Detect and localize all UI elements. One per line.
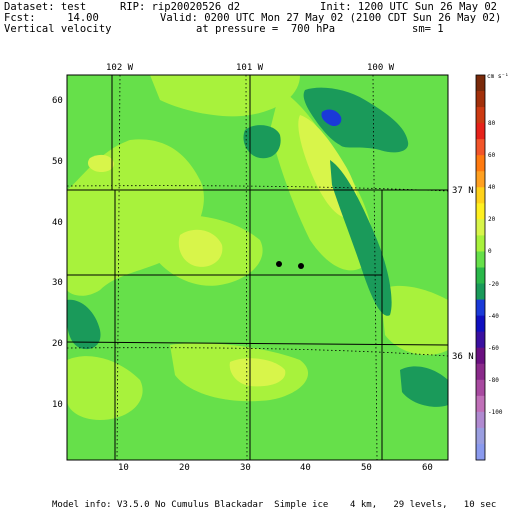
- contour-light-green-east: [380, 285, 448, 355]
- colorbar-tick-label: 0: [488, 248, 492, 256]
- dataset-label: Dataset: test: [4, 1, 87, 13]
- colorbar-swatch: [476, 315, 485, 333]
- y-tick-30: 30: [52, 278, 63, 288]
- contour-field: [67, 75, 448, 460]
- x-tick-60: 60: [422, 463, 433, 473]
- colorbar-swatch: [476, 155, 485, 172]
- state-boundary-south: [66, 341, 449, 346]
- meridian-102w: [116, 74, 121, 461]
- lon-label-101w: 101 W: [236, 63, 264, 73]
- contour-teal-east: [400, 366, 448, 407]
- model-info-label: Model info: V3.5.0 No Cumulus Blackadar …: [52, 500, 497, 510]
- colorbar-unit-label: cm s⁻¹: [487, 73, 509, 80]
- colorbar-swatch: [476, 331, 485, 349]
- lon-label-102w: 102 W: [106, 63, 134, 73]
- lat-label-36n: 36 N: [452, 352, 474, 362]
- station-marker-1: [276, 261, 282, 267]
- parallel-36n: [66, 347, 449, 357]
- contour-teal-northeast: [303, 87, 409, 153]
- meridian-100w: [372, 74, 378, 461]
- x-tick-40: 40: [300, 463, 311, 473]
- colorbar-swatch: [476, 91, 485, 108]
- colorbar-swatch: [476, 235, 485, 252]
- x-tick-50: 50: [361, 463, 372, 473]
- y-tick-40: 40: [52, 218, 63, 228]
- colorbar-tick-label: -80: [488, 376, 499, 384]
- x-tick-30: 30: [240, 463, 251, 473]
- contour-light-green-north: [150, 75, 300, 117]
- graticule: [66, 74, 449, 461]
- contour-teal-band: [330, 160, 392, 316]
- valid-time-label: Valid: 0200 UTC Mon 27 May 02 (2100 CDT …: [160, 12, 502, 24]
- contour-dark-blue-core: [321, 109, 342, 127]
- colorbar-swatch: [476, 139, 485, 156]
- colorbar-swatch: [476, 203, 485, 220]
- colorbar-swatch: [476, 251, 485, 268]
- contour-teal-north: [243, 125, 281, 159]
- contour-yellow-center: [178, 229, 223, 267]
- colorbar-tick-label: 80: [488, 120, 496, 128]
- rip-label: RIP: rip20020526 d2: [120, 1, 241, 13]
- colorbar-swatch: [476, 107, 485, 124]
- colorbar-swatch: [476, 171, 485, 188]
- colorbar-swatch: [476, 299, 485, 317]
- colorbar-swatch: [476, 267, 485, 285]
- forecast-hour-label: Fcst: 14.00: [4, 12, 99, 24]
- y-tick-50: 50: [52, 157, 63, 167]
- x-tick-10: 10: [118, 463, 129, 473]
- plot-frame: [66, 74, 449, 461]
- x-tick-20: 20: [179, 463, 190, 473]
- init-time-label: Init: 1200 UTC Sun 26 May 02: [320, 1, 498, 13]
- smoothing-label: sm= 1: [412, 23, 444, 35]
- colorbar-swatch: [476, 379, 485, 397]
- colorbar-tick-label: -60: [488, 344, 499, 352]
- pressure-level-label: at pressure = 700 hPa: [196, 23, 336, 35]
- colorbar-swatch: [476, 427, 485, 445]
- colorbar-frame: [475, 74, 486, 461]
- y-tick-10: 10: [52, 400, 63, 410]
- y-tick-60: 60: [52, 96, 63, 106]
- colorbar-swatch: [476, 443, 485, 461]
- colorbar-tick-label: 20: [488, 216, 496, 224]
- colorbar-swatch: [476, 283, 485, 301]
- colorbar-tick-label: 40: [488, 184, 496, 192]
- parallel-37n: [66, 185, 449, 192]
- colorbar-tick-label: -100: [488, 408, 503, 416]
- lat-label-37n: 37 N: [452, 186, 474, 196]
- colorbar-swatch: [476, 123, 485, 140]
- field-name-label: Vertical velocity: [4, 23, 112, 35]
- contour-yellow-south: [229, 358, 286, 387]
- colorbar-tick-label: -20: [488, 280, 499, 288]
- colorbar-swatch: [476, 187, 485, 204]
- contour-light-green-southwest: [67, 356, 143, 420]
- colorbar-tick-label: 60: [488, 152, 496, 160]
- colorbar-swatch: [476, 347, 485, 365]
- colorbar-swatch: [476, 363, 485, 381]
- colorbar-swatch: [476, 219, 485, 236]
- y-tick-20: 20: [52, 339, 63, 349]
- colorbar-tick-label: -40: [488, 312, 499, 320]
- colorbar: [476, 75, 485, 461]
- political-boundaries: [66, 75, 449, 460]
- colorbar-swatch: [476, 395, 485, 413]
- colorbar-swatch: [476, 75, 485, 92]
- lon-label-100w: 100 W: [367, 63, 395, 73]
- contour-teal-west: [67, 299, 101, 350]
- meridian-101w: [245, 74, 248, 461]
- contour-yellow-west: [87, 154, 115, 173]
- station-marker-2: [298, 263, 304, 269]
- colorbar-swatch: [476, 411, 485, 429]
